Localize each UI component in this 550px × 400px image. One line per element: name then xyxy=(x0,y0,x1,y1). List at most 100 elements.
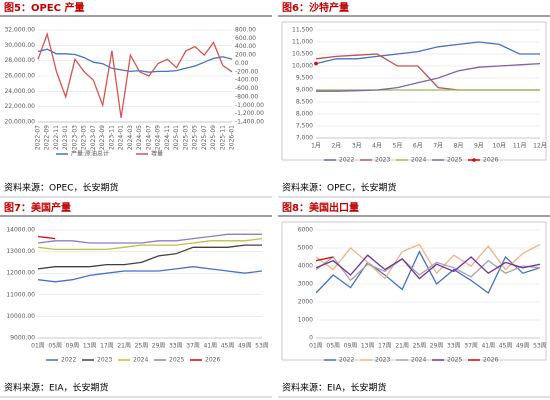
x-tick-label: 05周 xyxy=(326,343,340,350)
x-tick-label: 9月 xyxy=(474,143,484,150)
legend-marker xyxy=(472,158,476,162)
x-tick-label: 21周 xyxy=(117,343,131,350)
x-tick-label: 7月 xyxy=(433,143,443,150)
y-tick-label: 28,000.00 xyxy=(4,57,35,64)
x-tick-label: 1月 xyxy=(311,143,321,150)
y2-tick-label: -200.00 xyxy=(235,68,258,75)
x-tick-label: 09周 xyxy=(344,343,358,350)
x-tick-label: 45周 xyxy=(499,343,513,350)
x-tick-label: 3月 xyxy=(352,143,362,150)
source-note: 资料来源：EIA，长安期货 xyxy=(4,382,109,394)
x-tick-label: 05周 xyxy=(48,343,62,350)
y-tick-label: 9000.00 xyxy=(10,335,35,342)
chart-title: 图6：沙特产量 xyxy=(282,1,349,14)
y-tick-label: 11,500 xyxy=(292,27,313,34)
x-tick-label: 2023-07 xyxy=(90,125,97,150)
legend-label: 2022 xyxy=(339,157,354,164)
y-tick-label: 0 xyxy=(309,335,313,342)
y-tick-label: 1000 xyxy=(298,317,313,324)
x-tick-label: 10月 xyxy=(492,143,506,150)
y2-tick-label: -1,000.00 xyxy=(235,102,264,109)
x-tick-label: 8月 xyxy=(454,143,464,150)
y2-tick-label: -1,400.00 xyxy=(235,119,264,126)
chart-title: 图8：美国出口量 xyxy=(282,201,359,214)
y-tick-label: 7,500 xyxy=(296,123,313,130)
x-tick-label: 13周 xyxy=(361,343,375,350)
x-tick-label: 2023-03 xyxy=(71,125,78,150)
y2-tick-label: 600.00 xyxy=(235,35,256,42)
y2-tick-label: -800.00 xyxy=(235,93,258,100)
series-line xyxy=(37,233,262,244)
y-tick-label: 8,000 xyxy=(296,111,313,118)
x-tick-label: 4月 xyxy=(372,143,382,150)
y2-tick-label: 800.00 xyxy=(235,27,256,34)
x-tick-label: 2025-01 xyxy=(173,125,180,150)
x-tick-label: 33周 xyxy=(447,343,461,350)
y-tick-label: 11,000 xyxy=(292,39,313,46)
x-tick-label: 29周 xyxy=(152,343,166,350)
x-tick-label: 5月 xyxy=(393,143,403,150)
legend-label: 2022 xyxy=(61,357,76,364)
series-line xyxy=(315,254,541,280)
x-tick-label: 49周 xyxy=(238,343,252,350)
x-tick-label: 2024-11 xyxy=(164,125,171,150)
y2-tick-label: -600.00 xyxy=(235,85,258,92)
series-line xyxy=(315,243,541,280)
series-line xyxy=(37,31,233,118)
x-tick-label: 2022-11 xyxy=(53,125,60,150)
legend-label: 2023 xyxy=(375,157,390,164)
series-line xyxy=(37,235,56,240)
legend-label: 2026 xyxy=(483,357,498,364)
series-line xyxy=(315,256,334,262)
y-tick-label: 13000.00 xyxy=(6,248,35,255)
x-tick-label: 01周 xyxy=(309,343,323,350)
x-tick-label: 37周 xyxy=(464,343,478,350)
y-tick-label: 7,000 xyxy=(296,135,313,142)
x-tick-label: 01周 xyxy=(31,343,45,350)
legend-label: 2025 xyxy=(169,357,184,364)
y2-tick-label: -400.00 xyxy=(235,77,258,84)
x-tick-label: 17周 xyxy=(100,343,114,350)
series-line xyxy=(316,62,541,92)
x-tick-label: 11月 xyxy=(513,143,527,150)
y-tick-label: 6000 xyxy=(298,227,313,234)
legend-label: 2025 xyxy=(447,157,462,164)
legend-label: 产量:原油总计 xyxy=(71,150,109,158)
y-tick-label: 2000 xyxy=(298,299,313,306)
legend-label: 2022 xyxy=(339,357,354,364)
x-tick-label: 2023-09 xyxy=(99,125,106,150)
plot-frame xyxy=(281,21,547,161)
legend-label: 2024 xyxy=(133,357,148,364)
y-tick-label: 10,000 xyxy=(292,63,313,70)
series-line xyxy=(315,41,540,65)
series-line xyxy=(37,237,263,251)
y-tick-label: 14000.00 xyxy=(6,227,35,234)
y-tick-label: 22,000.00 xyxy=(4,103,35,110)
x-tick-label: 25周 xyxy=(413,343,427,350)
y-tick-label: 10000.00 xyxy=(6,313,35,320)
legend-label: 2026 xyxy=(483,157,498,164)
chart-title: 图7：美国产量 xyxy=(4,201,71,214)
y-tick-label: 12000.00 xyxy=(6,270,35,277)
x-tick-label: 09周 xyxy=(66,343,80,350)
x-tick-label: 12月 xyxy=(533,143,547,150)
x-tick-label: 41周 xyxy=(481,343,495,350)
source-note: 资料来源：OPEC，长安期货 xyxy=(282,182,396,194)
series-line xyxy=(37,244,262,270)
x-tick-label: 2025-07 xyxy=(201,125,208,150)
x-tick-label: 2024-09 xyxy=(155,125,162,150)
y-tick-label: 20,000.00 xyxy=(4,119,35,126)
y-tick-label: 26,000.00 xyxy=(4,73,35,80)
x-tick-label: 2023-05 xyxy=(81,125,88,150)
y-tick-label: 9,500 xyxy=(296,75,313,82)
x-tick-label: 37周 xyxy=(186,343,200,350)
x-tick-label: 21周 xyxy=(395,343,409,350)
y-tick-label: 4000 xyxy=(298,263,313,270)
y-tick-label: 30,000.00 xyxy=(4,42,35,49)
x-tick-label: 53周 xyxy=(255,343,269,350)
legend-label: 2023 xyxy=(375,357,390,364)
x-tick-label: 17周 xyxy=(378,343,392,350)
legend-label: 2024 xyxy=(411,357,426,364)
x-tick-label: 2025-03 xyxy=(182,125,189,150)
